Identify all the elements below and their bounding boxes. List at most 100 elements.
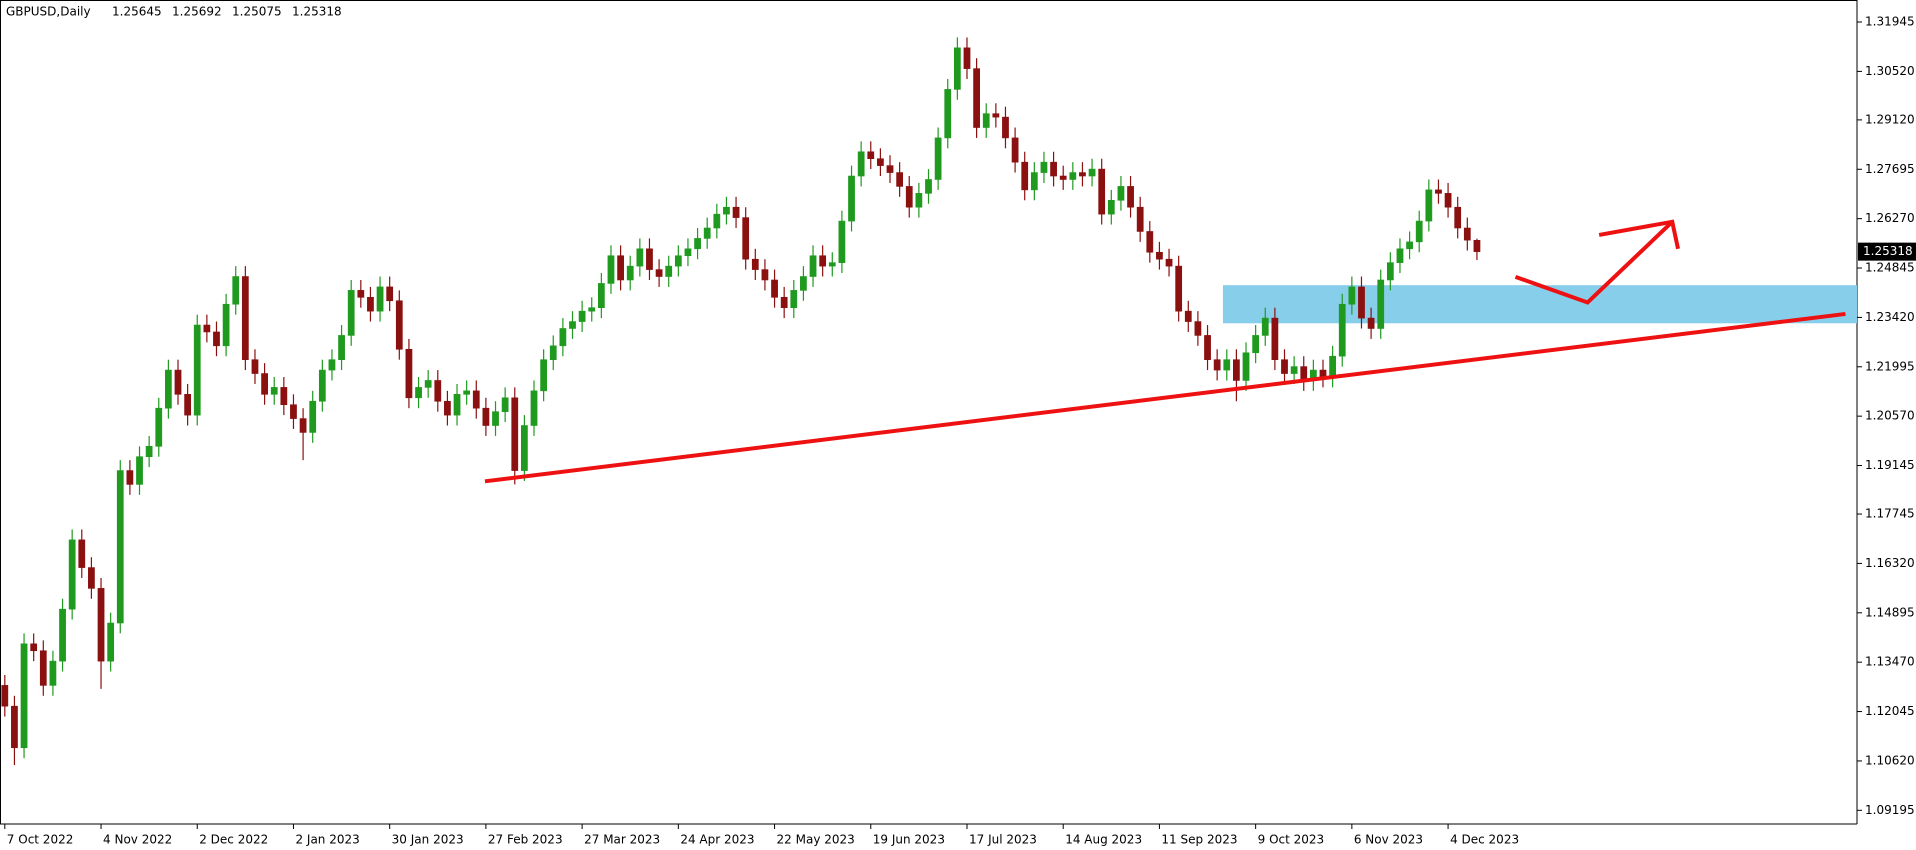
y-tick-label: 1.20570: [1865, 409, 1915, 423]
candle-body: [174, 369, 182, 395]
x-tick-label: 14 Aug 2023: [1065, 833, 1142, 847]
candle-body: [953, 47, 961, 90]
x-tick-label: 4 Nov 2022: [103, 833, 172, 847]
y-tick-label: 1.16320: [1865, 556, 1915, 570]
candle-body: [88, 567, 95, 589]
candle-body: [193, 324, 201, 416]
x-tick-label: 2 Jan 2023: [295, 833, 359, 847]
candle-body: [395, 300, 403, 350]
candle-body: [1069, 172, 1077, 180]
candle-body: [472, 390, 480, 409]
y-tick-label: 1.24845: [1865, 261, 1915, 275]
x-tick-label: 30 Jan 2023: [392, 833, 464, 847]
candle-body: [1444, 193, 1452, 208]
candle-body: [1473, 240, 1481, 252]
candle-body: [828, 262, 836, 267]
candle-body: [39, 650, 47, 686]
candle-body: [1040, 161, 1048, 173]
candle-body: [270, 387, 278, 395]
candle-body: [742, 217, 750, 260]
candle-body: [646, 248, 653, 270]
candle-body: [338, 335, 345, 360]
candle-body: [184, 394, 192, 416]
candle-body: [203, 324, 211, 333]
candle-body: [521, 425, 528, 471]
candle-body: [530, 390, 538, 426]
candle-body: [280, 387, 288, 406]
candle-body: [732, 206, 740, 218]
candle-body: [155, 407, 163, 447]
candle-body: [434, 380, 442, 402]
candle-body: [30, 643, 38, 652]
candle-body: [1098, 168, 1106, 215]
zone: [1222, 285, 1857, 324]
candle-body: [59, 608, 66, 662]
x-tick-label: 27 Feb 2023: [488, 833, 563, 847]
candle-body: [11, 705, 18, 749]
candle-body: [588, 307, 596, 312]
candle-body: [347, 290, 355, 336]
candle-body: [357, 290, 365, 298]
candle-body: [819, 255, 827, 267]
candle-body: [492, 411, 499, 426]
header-close: 1.25318: [292, 5, 342, 19]
candle-body: [463, 390, 471, 395]
candle-body: [222, 303, 230, 347]
candle-body: [713, 213, 721, 229]
y-tick-label: 1.14895: [1865, 605, 1915, 619]
candle-body: [1415, 220, 1423, 243]
candle-body: [780, 297, 788, 309]
candle-body: [905, 186, 913, 208]
candle-body: [97, 588, 105, 662]
arrow: [1514, 220, 1674, 305]
candle-body: [1204, 335, 1211, 360]
x-tick-label: 17 Jul 2023: [969, 833, 1037, 847]
candle-body: [424, 380, 432, 388]
candle-body: [886, 165, 894, 173]
candle-body: [290, 404, 297, 419]
candle-body: [751, 258, 759, 270]
candle-body: [1021, 161, 1029, 191]
candle-body: [1425, 189, 1433, 222]
candle-body: [944, 89, 952, 139]
candle-body: [1002, 116, 1009, 139]
candle-body: [328, 359, 336, 371]
candle-body: [68, 539, 76, 610]
candle-body: [1194, 321, 1202, 336]
x-tick-label: 2 Dec 2022: [199, 833, 268, 847]
candle-body: [1233, 359, 1240, 381]
candle-body: [963, 47, 971, 69]
price-label: 1.25318: [1863, 244, 1913, 258]
candle-body: [453, 394, 461, 416]
candle-body: [1261, 317, 1269, 336]
candle-body: [684, 248, 692, 257]
candle-body: [1338, 303, 1346, 357]
candle-body: [1290, 366, 1298, 374]
y-tick-label: 1.09195: [1865, 803, 1915, 817]
arrow-head: [1598, 219, 1680, 250]
candle-body: [1454, 206, 1462, 229]
candle-body: [1136, 206, 1144, 232]
y-tick-label: 1.29120: [1865, 112, 1915, 126]
candle-body: [1107, 199, 1115, 215]
price-label-box: [1858, 242, 1916, 261]
candle-body: [1348, 286, 1356, 305]
candle-body: [626, 265, 634, 281]
candle-body: [559, 328, 567, 347]
x-tick-label: 19 Jun 2023: [873, 833, 945, 847]
candle-body: [848, 175, 855, 222]
x-tick-label: 27 Mar 2023: [584, 833, 660, 847]
candle-body: [299, 418, 307, 433]
candle-body: [1358, 286, 1365, 319]
candle-body: [20, 643, 28, 749]
candle-body: [1252, 335, 1260, 354]
candle-body: [665, 265, 673, 277]
candle-body: [607, 255, 615, 284]
candle-body: [761, 269, 769, 281]
candle-body: [482, 407, 490, 426]
candle-body: [1156, 251, 1163, 260]
candle-body: [857, 151, 865, 177]
x-tick-label: 24 Apr 2023: [680, 833, 754, 847]
candle-body: [1127, 186, 1134, 208]
candle-body: [915, 193, 923, 208]
